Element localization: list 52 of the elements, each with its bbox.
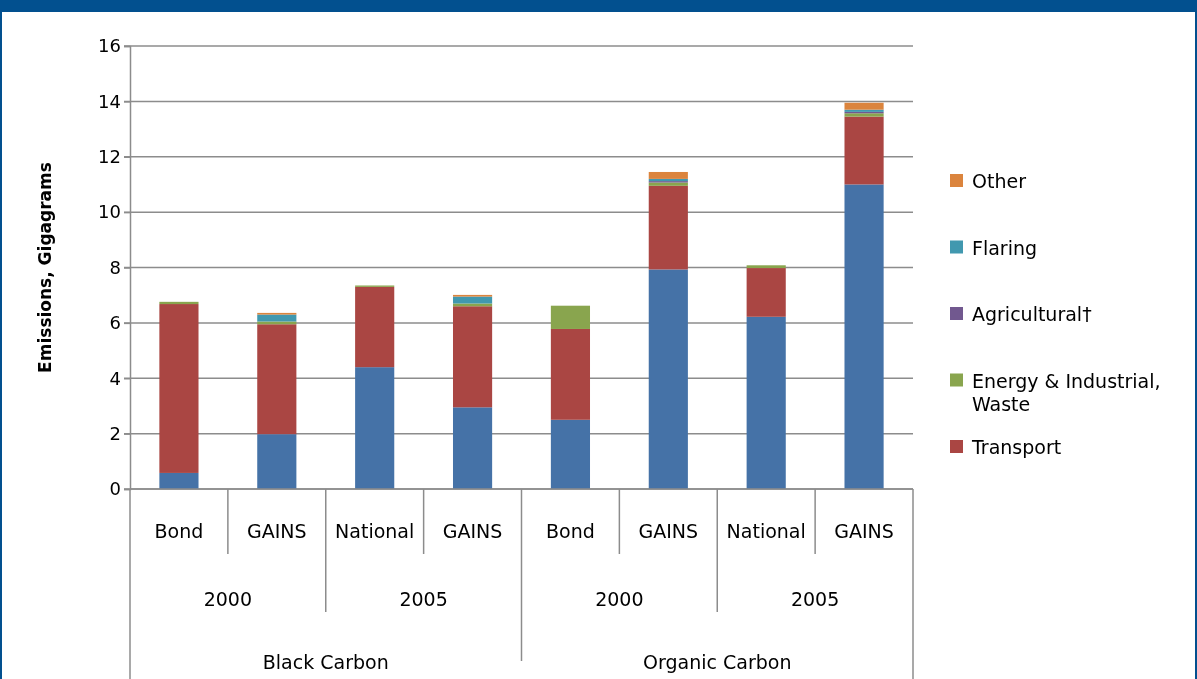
text: Organic Carbon: [643, 651, 792, 673]
bar: [452, 306, 493, 408]
legend-label: Agricultural†: [972, 303, 1092, 325]
bar: [159, 472, 199, 489]
legend-label: Transport: [971, 436, 1062, 458]
bar: [257, 324, 297, 435]
text: 2005: [399, 588, 448, 610]
bar: [844, 116, 884, 185]
y-tick-label: 8: [109, 256, 121, 278]
bar: [648, 269, 688, 489]
y-tick-label: 6: [109, 312, 121, 334]
bar: [648, 171, 688, 179]
bar: [355, 286, 395, 368]
y-axis-title: Emissions, Gigagrams: [35, 162, 55, 373]
bar: [550, 328, 591, 420]
x-tick-label: GAINS: [442, 520, 503, 542]
text: 2000: [595, 588, 644, 610]
legend-label: Other: [972, 170, 1027, 192]
x-tick-label: National: [335, 520, 415, 542]
y-tick-label: 10: [98, 201, 121, 223]
y-tick-label: 0: [109, 478, 121, 500]
bar: [550, 305, 591, 329]
y-tick-label: 4: [109, 367, 121, 389]
y-tick-label: 16: [98, 35, 121, 57]
text: 2000: [203, 588, 253, 610]
bar: [452, 407, 493, 489]
bar: [452, 303, 493, 307]
x-tick-label: Bond: [546, 520, 595, 542]
bar: [159, 301, 199, 305]
bar: [355, 367, 395, 489]
bar: [746, 316, 786, 489]
y-tick-label: 12: [98, 146, 121, 168]
text: 2005: [790, 588, 840, 610]
bar: [746, 265, 786, 269]
bar: [159, 304, 199, 473]
x-tick-label: GAINS: [638, 520, 699, 542]
x-tick-label: National: [726, 520, 806, 542]
bar: [550, 419, 591, 489]
text: Black Carbon: [262, 651, 389, 673]
bar: [257, 434, 297, 489]
bar: [746, 268, 786, 317]
x-tick-label: GAINS: [247, 520, 307, 542]
y-tick-label: 14: [98, 90, 121, 112]
bar: [648, 185, 688, 270]
bar: [844, 102, 884, 110]
legend-label: Flaring: [972, 236, 1038, 259]
legend-label: Energy & Industrial, Waste: [972, 369, 1161, 415]
bar: [844, 184, 884, 489]
y-tick-label: 2: [109, 422, 121, 444]
x-tick-label: GAINS: [834, 520, 894, 542]
x-tick-label: Bond: [154, 520, 204, 542]
bar: [257, 321, 297, 325]
